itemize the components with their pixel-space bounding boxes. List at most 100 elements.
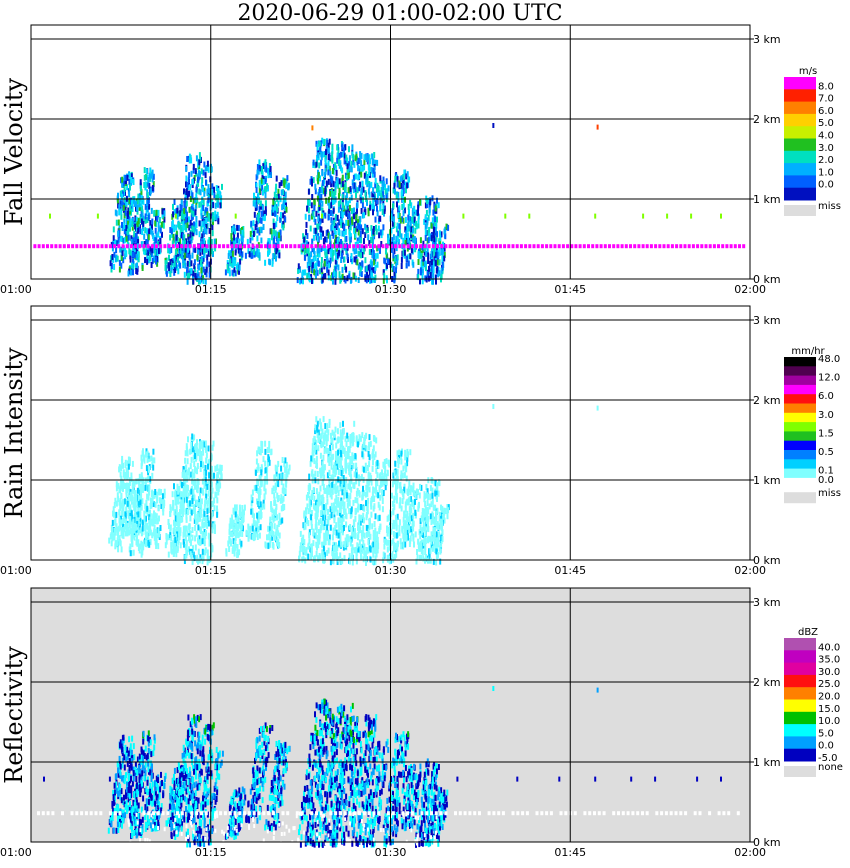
legend-label: 1.0 — [818, 167, 834, 178]
x-tick-label: 01:30 — [375, 283, 407, 296]
echo-data — [37, 686, 740, 848]
legend-label: 1.5 — [818, 428, 834, 439]
legend-swatch — [784, 468, 816, 479]
y-tick-label: 0 km — [753, 836, 781, 849]
legend-swatch — [784, 748, 816, 762]
legend-label: 30.0 — [818, 667, 840, 678]
legend-swatch — [784, 101, 816, 115]
x-tick-label: 02:00 — [734, 283, 766, 296]
legend-swatch — [784, 687, 816, 700]
legend-swatch — [784, 187, 816, 201]
x-tick-label: 01:15 — [195, 564, 227, 577]
panel-fall-velocity: 0 km 1 km 2 km 3 km 01:00 01:15 01:30 01:45 02:0… — [0, 24, 841, 296]
panel-title: Fall Velocity — [0, 78, 28, 227]
legend-swatch — [784, 662, 816, 676]
y-tick-label: 0 km — [753, 273, 781, 286]
legend-swatch — [784, 736, 816, 750]
legend-label: 5.0 — [818, 728, 834, 739]
legend-label: 0.1 — [818, 466, 834, 477]
y-tick-label: 3 km — [753, 314, 781, 327]
legend-swatch — [784, 431, 816, 442]
legend-label: 7.0 — [818, 94, 834, 105]
legend-swatch — [784, 150, 816, 164]
legend-miss-swatch — [784, 492, 816, 504]
legend-swatch — [784, 699, 816, 713]
legend-label: 15.0 — [818, 704, 840, 715]
plot-frame — [30, 24, 751, 280]
legend-swatch — [784, 357, 816, 367]
legend-swatch — [784, 77, 816, 90]
legend-miss-label: miss — [818, 488, 841, 499]
legend-label: 35.0 — [818, 655, 840, 666]
legend-label: 25.0 — [818, 679, 840, 690]
y-tick-label: 3 km — [753, 596, 781, 609]
panel-title: Reflectivity — [0, 646, 28, 784]
legend-label: 8.0 — [818, 81, 834, 92]
legend-swatch — [784, 650, 816, 664]
legend-label: 40.0 — [818, 642, 840, 653]
x-tick-label: 01:30 — [375, 564, 407, 577]
legend-label: 6.0 — [818, 391, 834, 402]
echo-data — [33, 123, 746, 285]
legend-label: 0.0 — [818, 180, 834, 191]
plot-frame — [30, 587, 751, 843]
legend-label: 10.0 — [818, 716, 840, 727]
legend-swatch — [784, 175, 816, 189]
legend-label: 4.0 — [818, 131, 834, 142]
legend-label: 5.0 — [818, 118, 834, 129]
x-tick-label: 01:45 — [554, 846, 586, 859]
x-tick-label: 01:45 — [554, 283, 586, 296]
grid — [31, 588, 750, 842]
legend-swatch — [784, 375, 816, 386]
y-tick-label: 1 km — [753, 193, 781, 206]
legend-swatch — [784, 394, 816, 404]
panel-reflectivity: 0 km 1 km 2 km 3 km 01:00 01:15 01:30 01:45 02:0… — [0, 587, 843, 859]
panel-rain-intensity: 0 km 1 km 2 km 3 km 01:00 01:15 01:30 01:45 02:0… — [0, 305, 841, 577]
x-tick-label: 01:15 — [195, 846, 227, 859]
legend-label: 6.0 — [818, 106, 834, 117]
legend-swatch — [784, 403, 816, 414]
legend-miss-label: miss — [818, 201, 841, 212]
panel-title: Rain Intensity — [0, 347, 28, 519]
legend-label: 48.0 — [818, 354, 840, 365]
plot-frame — [30, 305, 751, 561]
legend-swatch — [784, 459, 816, 470]
legend-label: 0.0 — [818, 741, 834, 752]
legend-swatch — [784, 89, 816, 103]
grid — [31, 306, 750, 560]
x-tick-label: 01:00 — [0, 564, 32, 577]
page-title: 2020-06-29 01:00-02:00 UTC — [237, 1, 563, 26]
legend-swatch — [784, 638, 816, 651]
y-tick-label: 3 km — [753, 33, 781, 46]
legend-unit: m/s — [799, 66, 817, 77]
legend-swatch — [784, 366, 816, 377]
y-tick-label: 0 km — [753, 554, 781, 567]
legend-label: 0.5 — [818, 447, 834, 458]
legend-swatch — [784, 450, 816, 460]
legend-label: 0.0 — [818, 475, 834, 486]
legend-swatch — [784, 477, 816, 488]
legend-swatch — [784, 113, 816, 127]
legend-swatch — [784, 674, 816, 688]
y-tick-label: 2 km — [753, 113, 781, 126]
legend-label: 3.0 — [818, 410, 834, 421]
legend-swatch — [784, 422, 816, 432]
legend-miss-swatch — [784, 766, 816, 777]
x-tick-label: 01:15 — [195, 283, 227, 296]
legend-swatch — [784, 440, 816, 451]
x-tick-label: 01:30 — [375, 846, 407, 859]
legend-miss-swatch — [784, 205, 816, 216]
x-tick-label: 01:45 — [554, 564, 586, 577]
legend-swatch — [784, 163, 816, 176]
x-tick-label: 01:00 — [0, 283, 32, 296]
legend-swatch — [784, 384, 816, 395]
legend-swatch — [784, 724, 816, 737]
y-tick-label: 2 km — [753, 676, 781, 689]
grid — [31, 25, 750, 279]
x-tick-label: 01:00 — [0, 846, 32, 859]
x-tick-label: 02:00 — [734, 564, 766, 577]
x-tick-label: 02:00 — [734, 846, 766, 859]
y-tick-label: 1 km — [753, 474, 781, 487]
